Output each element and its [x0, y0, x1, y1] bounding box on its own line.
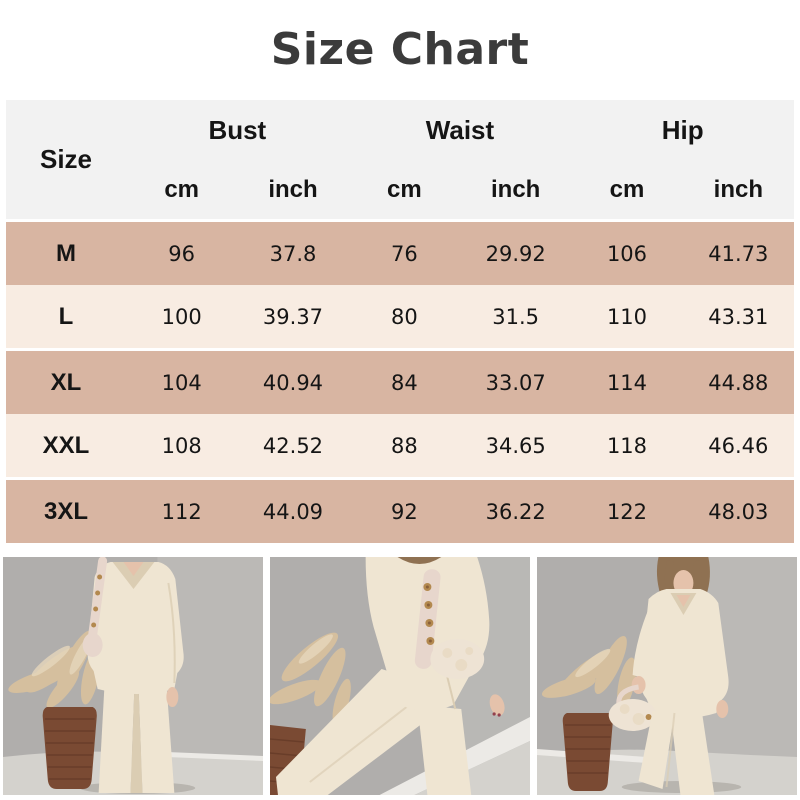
size-table: Size Bust Waist Hip cm inch cm inch cm i…: [6, 100, 794, 543]
table-row-m: M 96 37.8 76 29.92 106 41.73: [6, 219, 794, 285]
unit-header-hip-inch: inch: [713, 175, 763, 203]
value-cell: 33.07: [485, 370, 546, 395]
wicker-vase: [562, 713, 613, 791]
value-cell: 43.31: [708, 304, 769, 329]
value-cell: 114: [606, 370, 648, 395]
table-row-l: L 100 39.37 80 31.5 110 43.31: [6, 285, 794, 348]
fluffy-handbag: [430, 639, 485, 679]
unit-header-waist-cm: cm: [386, 175, 422, 203]
value-cell: 122: [606, 499, 648, 524]
size-cell: L: [58, 302, 74, 330]
value-cell: 76: [390, 241, 418, 266]
model-walking-illustration: [537, 557, 797, 795]
value-cell: 84: [390, 370, 418, 395]
model-figure: [608, 557, 729, 795]
size-column-header: Size: [39, 144, 93, 174]
value-cell: 108: [161, 433, 202, 458]
pampas-grass: [270, 632, 351, 726]
product-photo-2: [270, 557, 530, 795]
value-cell: 92: [390, 499, 418, 524]
table-row-3xl: 3XL 112 44.09 92 36.22 122 48.03: [6, 477, 794, 543]
value-cell: 29.92: [485, 241, 546, 266]
value-cell: 37.8: [269, 241, 317, 266]
size-cell: XXL: [42, 431, 90, 459]
size-cell: M: [56, 239, 76, 267]
value-cell: 80: [390, 304, 418, 329]
value-cell: 110: [606, 304, 648, 329]
fluffy-handbag: [608, 699, 657, 731]
value-cell: 40.94: [262, 370, 324, 395]
value-cell: 88: [390, 433, 418, 458]
unit-header-hip-cm: cm: [609, 175, 645, 203]
waist-group-header: Waist: [425, 114, 495, 145]
wicker-vase: [42, 707, 97, 789]
table-row-xl: XL 104 40.94 84 33.07 114 44.88: [6, 348, 794, 414]
product-photo-1: [3, 557, 263, 795]
value-cell: 48.03: [708, 499, 769, 524]
model-standing-illustration: [3, 557, 263, 795]
model-figure: [82, 557, 184, 793]
value-cell: 100: [161, 304, 202, 329]
value-cell: 104: [161, 370, 202, 395]
value-cell: 106: [606, 241, 648, 266]
value-cell: 44.09: [262, 499, 324, 524]
size-cell: XL: [50, 368, 82, 396]
hip-group-header: Hip: [661, 114, 704, 145]
product-photo-3: [537, 557, 797, 795]
product-photo-strip: [3, 557, 797, 795]
value-cell: 96: [168, 241, 196, 266]
model-figure: [275, 557, 505, 795]
value-cell: 36.22: [485, 499, 546, 524]
unit-header-waist-inch: inch: [490, 175, 541, 203]
value-cell: 44.88: [708, 370, 769, 395]
value-cell: 46.46: [708, 433, 769, 458]
value-cell: 42.52: [262, 433, 324, 458]
unit-header-bust-inch: inch: [268, 175, 318, 203]
table-header: Size Bust Waist Hip cm inch cm inch cm i…: [6, 100, 794, 219]
value-cell: 118: [606, 433, 648, 458]
bust-group-header: Bust: [208, 114, 267, 145]
value-cell: 31.5: [492, 304, 540, 329]
unit-header-bust-cm: cm: [164, 175, 199, 203]
value-cell: 112: [161, 499, 202, 524]
value-cell: 34.65: [485, 433, 546, 458]
table-row-xxl: XXL 108 42.52 88 34.65 118 46.46: [6, 414, 794, 477]
value-cell: 39.37: [262, 304, 324, 329]
value-cell: 41.73: [708, 241, 769, 266]
page-title: Size Chart: [270, 24, 530, 75]
model-leg-extended-illustration: [270, 557, 530, 795]
size-cell: 3XL: [43, 497, 88, 525]
